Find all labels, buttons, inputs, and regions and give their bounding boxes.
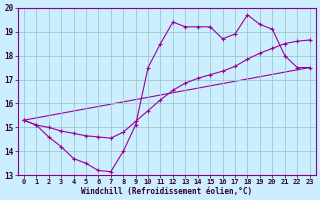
X-axis label: Windchill (Refroidissement éolien,°C): Windchill (Refroidissement éolien,°C) xyxy=(81,187,252,196)
